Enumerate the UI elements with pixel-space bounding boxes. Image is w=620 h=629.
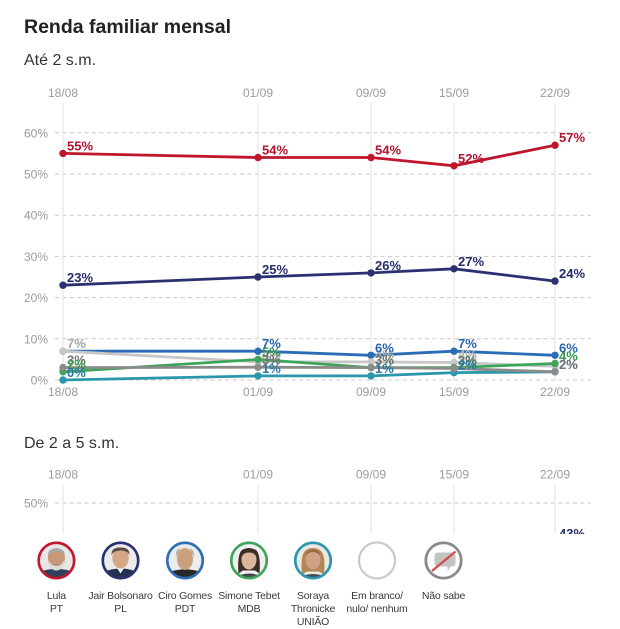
- svg-text:09/09: 09/09: [356, 468, 386, 482]
- svg-text:1%: 1%: [262, 361, 281, 376]
- svg-text:50%: 50%: [24, 497, 48, 511]
- svg-text:15/09: 15/09: [439, 86, 469, 100]
- svg-text:7%: 7%: [67, 336, 86, 351]
- svg-text:4%: 4%: [262, 347, 281, 362]
- svg-text:18/08: 18/08: [48, 86, 78, 100]
- svg-text:40%: 40%: [24, 209, 48, 223]
- svg-text:3%: 3%: [458, 354, 477, 369]
- svg-text:2%: 2%: [559, 357, 578, 372]
- svg-text:4%: 4%: [559, 349, 578, 364]
- svg-text:0%: 0%: [31, 374, 49, 388]
- svg-text:55%: 55%: [67, 138, 93, 153]
- svg-text:15/09: 15/09: [439, 468, 469, 482]
- svg-text:15/09: 15/09: [439, 385, 469, 399]
- svg-text:2%: 2%: [559, 357, 578, 372]
- svg-text:4%: 4%: [375, 347, 394, 362]
- svg-text:24%: 24%: [559, 266, 585, 281]
- svg-text:60%: 60%: [24, 126, 48, 140]
- svg-text:1%: 1%: [375, 361, 394, 376]
- svg-text:18/08: 18/08: [48, 468, 78, 482]
- svg-text:10%: 10%: [24, 332, 48, 346]
- svg-text:01/09: 01/09: [243, 468, 273, 482]
- svg-text:01/09: 01/09: [243, 86, 273, 100]
- svg-text:3%: 3%: [458, 353, 477, 368]
- svg-text:22/09: 22/09: [540, 86, 570, 100]
- svg-text:50%: 50%: [24, 168, 48, 182]
- svg-text:57%: 57%: [559, 130, 585, 145]
- svg-text:7%: 7%: [458, 336, 477, 351]
- svg-text:0%: 0%: [67, 365, 86, 380]
- svg-text:20%: 20%: [24, 291, 48, 305]
- svg-text:01/09: 01/09: [243, 385, 273, 399]
- svg-text:22/09: 22/09: [540, 385, 570, 399]
- svg-text:6%: 6%: [559, 340, 578, 355]
- svg-text:3%: 3%: [375, 353, 394, 368]
- svg-text:4%: 4%: [458, 348, 477, 363]
- svg-text:26%: 26%: [375, 258, 401, 273]
- svg-text:7%: 7%: [262, 336, 281, 351]
- svg-text:25%: 25%: [262, 262, 288, 277]
- svg-text:27%: 27%: [458, 254, 484, 269]
- svg-text:2%: 2%: [458, 358, 477, 373]
- svg-text:3%: 3%: [375, 353, 394, 368]
- svg-text:09/09: 09/09: [356, 385, 386, 399]
- svg-text:54%: 54%: [375, 143, 401, 158]
- svg-text:5%: 5%: [262, 344, 281, 359]
- svg-text:09/09: 09/09: [356, 86, 386, 100]
- svg-text:30%: 30%: [24, 250, 48, 264]
- svg-text:22/09: 22/09: [540, 468, 570, 482]
- svg-text:54%: 54%: [262, 143, 288, 158]
- svg-text:18/08: 18/08: [48, 385, 78, 399]
- svg-text:23%: 23%: [67, 270, 93, 285]
- svg-text:7%: 7%: [67, 336, 86, 351]
- svg-text:6%: 6%: [375, 340, 394, 355]
- svg-text:52%: 52%: [458, 151, 484, 166]
- svg-text:3%: 3%: [67, 353, 86, 368]
- svg-text:3%: 3%: [262, 352, 281, 367]
- svg-text:2%: 2%: [67, 357, 86, 372]
